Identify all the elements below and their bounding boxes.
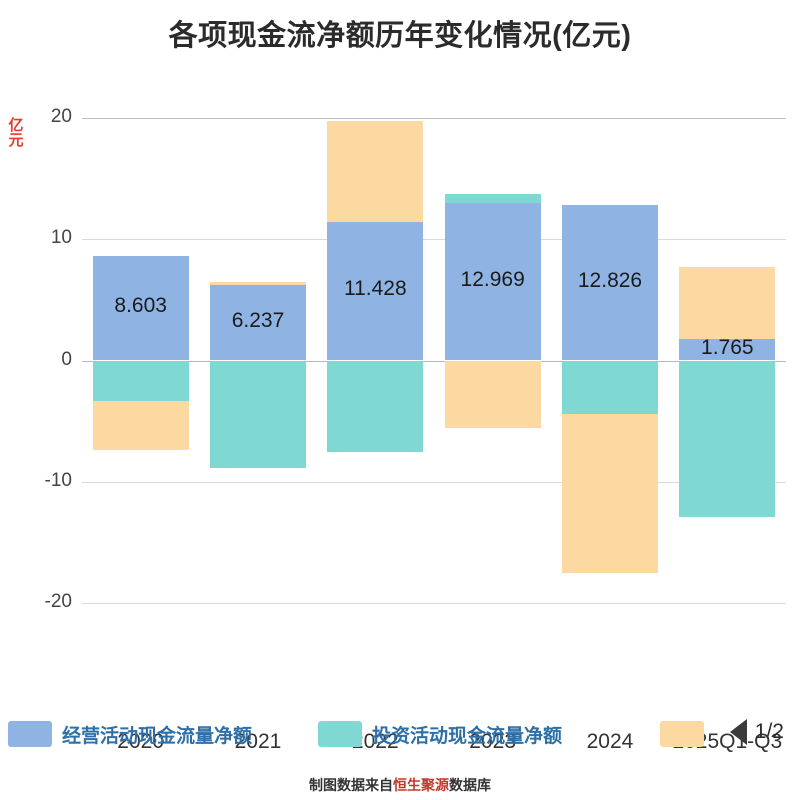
y-axis-tick-label: 10	[50, 227, 72, 249]
legend-swatch	[318, 721, 362, 747]
bar-value-label: 12.969	[460, 267, 525, 291]
legend-item[interactable]	[660, 714, 714, 754]
chart-legend: 经营活动现金流量净额 投资活动现金流量净额	[0, 706, 800, 762]
left-triangle-icon[interactable]	[729, 719, 747, 745]
bar-value-label: 11.428	[343, 277, 407, 301]
bar-group[interactable]	[327, 118, 424, 603]
y-axis-tick-label: 20	[50, 106, 72, 127]
bar-segment[interactable]	[444, 203, 541, 361]
bar-group[interactable]	[92, 118, 189, 603]
bar-value-label: 12.826	[577, 268, 643, 292]
bar-group[interactable]	[209, 118, 307, 603]
gridline	[82, 360, 786, 362]
y-axis-tick-label: 0	[61, 348, 72, 370]
y-axis-unit-label: 亿元	[8, 117, 24, 149]
footnote-prefix: 制图数据来自	[309, 777, 393, 793]
bar-segment[interactable]	[679, 266, 776, 340]
legend-pager[interactable]: 1/2	[729, 712, 784, 752]
bar-segment[interactable]	[327, 360, 424, 453]
bar-segment[interactable]	[561, 204, 659, 361]
bar-segment[interactable]	[209, 360, 307, 468]
bar-value-label: 8.603	[114, 294, 167, 318]
pager-text: 1/2	[754, 720, 784, 743]
legend-label: 经营活动现金流量净额	[62, 725, 253, 747]
gridline	[82, 481, 786, 483]
chart-title: 各项现金流净额历年变化情况(亿元)	[168, 20, 632, 52]
bar-segment[interactable]	[679, 339, 776, 361]
bar-segment[interactable]	[92, 256, 189, 361]
bar-segment[interactable]	[92, 360, 189, 402]
bar-value-label: 1.765	[701, 335, 754, 359]
bar-segment[interactable]	[444, 360, 541, 428]
footnote: 制图数据来自恒生聚源数据库	[0, 775, 800, 795]
x-axis-tick-label: 2023	[469, 730, 517, 753]
bar-segment[interactable]	[327, 221, 424, 361]
x-axis-tick-label: 2024	[586, 730, 634, 753]
bar-value-label: 6.237	[231, 308, 285, 332]
x-axis-tick-label: 2020	[117, 730, 165, 753]
bar-segment[interactable]	[561, 360, 659, 415]
legend-swatch	[8, 721, 52, 747]
y-axis-tick-label: -10	[44, 469, 72, 491]
legend-label: 投资活动现金流量净额	[372, 725, 563, 747]
gridline	[82, 118, 786, 119]
footnote-suffix: 数据库	[449, 777, 491, 793]
bar-segment[interactable]	[444, 194, 541, 204]
x-axis-tick-label: 2022	[351, 730, 399, 753]
bar-segment[interactable]	[561, 414, 659, 574]
bar-segment[interactable]	[679, 360, 776, 517]
legend-swatch	[660, 721, 704, 747]
bar-group[interactable]	[679, 118, 776, 603]
bar-segment[interactable]	[92, 401, 189, 450]
footnote-highlight: 恒生聚源	[393, 777, 449, 793]
y-axis-tick-label: -20	[44, 591, 72, 612]
gridline	[82, 239, 786, 241]
bar-group[interactable]	[444, 118, 541, 603]
bar-segment[interactable]	[209, 284, 307, 361]
bar-segment[interactable]	[327, 120, 424, 222]
bar-group[interactable]	[561, 118, 659, 603]
x-axis-tick-label: 2021	[234, 730, 282, 753]
bar-segment[interactable]	[209, 281, 307, 285]
gridline	[82, 603, 786, 604]
legend-item[interactable]: 经营活动现金流量净额	[8, 714, 252, 754]
legend-item[interactable]: 投资活动现金流量净额	[318, 714, 562, 754]
plot-area: 20 10 0 -10 -20 8.603 2020 6.237 2021 11.428 2022 1…	[45, 106, 786, 753]
